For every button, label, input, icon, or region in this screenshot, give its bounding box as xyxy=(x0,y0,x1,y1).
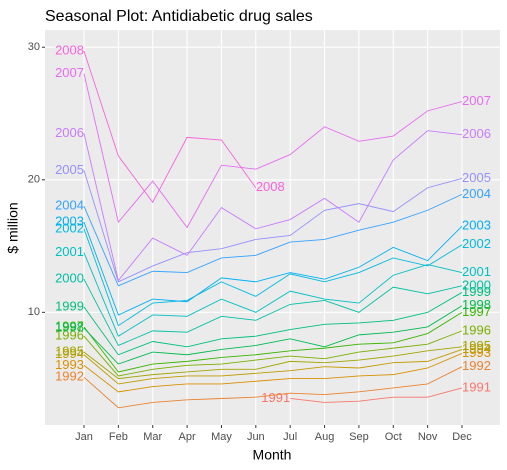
series-line xyxy=(83,51,257,204)
series-label-start: 2004 xyxy=(55,198,84,213)
series-label-start: 2001 xyxy=(55,244,84,259)
series-label-start: 1992 xyxy=(55,369,84,384)
series-label-start: 2002 xyxy=(55,220,84,235)
series-label-end: 1994 xyxy=(462,341,491,356)
series-line xyxy=(83,346,463,380)
series-label-end: 1997 xyxy=(462,304,491,319)
series-line xyxy=(83,349,463,385)
series-label-end: 2001 xyxy=(462,264,491,279)
series-label-end: 2006 xyxy=(462,126,491,141)
y-axis-label: $ million xyxy=(5,202,21,253)
x-tick-label: May xyxy=(211,431,232,443)
x-tick-label: Sep xyxy=(349,431,369,443)
series-label-start: 2007 xyxy=(55,65,84,80)
series-label-end: 2002 xyxy=(462,236,491,251)
series-line xyxy=(83,353,463,393)
series-label-start: 2006 xyxy=(55,125,84,140)
series-line xyxy=(83,193,463,287)
x-axis-label: Month xyxy=(253,447,292,463)
series-label-start: 1995 xyxy=(55,344,84,359)
series-line xyxy=(83,170,463,283)
x-tick-label: Jan xyxy=(75,431,93,443)
series-label-end: 2000 xyxy=(462,277,491,292)
x-tick-label: Oct xyxy=(385,431,402,443)
y-tick-label: 30 xyxy=(28,41,40,53)
y-tick-label: 10 xyxy=(28,306,40,318)
series-label-start: 2003 xyxy=(55,214,84,229)
series-label-start: 2008 xyxy=(55,43,84,58)
series-label-end: 2007 xyxy=(462,93,491,108)
series-label-end: 1995 xyxy=(462,338,491,353)
series-line xyxy=(83,292,463,356)
series-label-end: 2004 xyxy=(462,186,491,201)
series-line xyxy=(83,278,463,347)
series-line xyxy=(83,366,463,409)
series-label-end: 2003 xyxy=(462,218,491,233)
series-label-start: 2000 xyxy=(55,271,84,286)
series-line xyxy=(83,130,463,282)
x-tick-label: Dec xyxy=(452,431,472,443)
chart-title: Seasonal Plot: Antidiabetic drug sales xyxy=(45,8,313,25)
series-label-end: 1999 xyxy=(462,284,491,299)
series-label-end: 1993 xyxy=(462,345,491,360)
series-label-start: 1997 xyxy=(55,318,84,333)
series-line xyxy=(290,387,463,403)
series-label-start: 1998 xyxy=(55,320,84,335)
series-label-end: 1996 xyxy=(462,322,491,337)
x-tick-label: Aug xyxy=(315,431,335,443)
series-label-end: 1998 xyxy=(462,297,491,312)
series-line xyxy=(83,305,463,365)
y-tick-label: 20 xyxy=(28,174,40,186)
series-line xyxy=(83,252,463,337)
series-label-start: 1994 xyxy=(55,346,84,361)
x-tick-label: Feb xyxy=(109,431,128,443)
series-label-start: 1991 xyxy=(261,390,290,405)
series-line xyxy=(83,228,463,327)
x-tick-label: Jul xyxy=(283,431,297,443)
series-label-start: 1999 xyxy=(55,298,84,313)
series-line xyxy=(83,73,463,229)
x-tick-label: Apr xyxy=(179,431,196,443)
series-label-start: 2005 xyxy=(55,162,84,177)
series-label-end: 1991 xyxy=(462,379,491,394)
x-tick-label: Mar xyxy=(143,431,162,443)
series-label-end: 1992 xyxy=(462,358,491,373)
series-label-end: 2008 xyxy=(256,179,285,194)
panel xyxy=(45,30,500,425)
x-tick-label: Nov xyxy=(418,431,438,443)
series-label-start: 1993 xyxy=(55,357,84,372)
series-line xyxy=(83,222,463,316)
x-tick-label: Jun xyxy=(247,431,265,443)
series-line xyxy=(83,330,463,377)
series-label-start: 1996 xyxy=(55,328,84,343)
series-label-end: 2005 xyxy=(462,170,491,185)
series-line xyxy=(83,311,463,373)
